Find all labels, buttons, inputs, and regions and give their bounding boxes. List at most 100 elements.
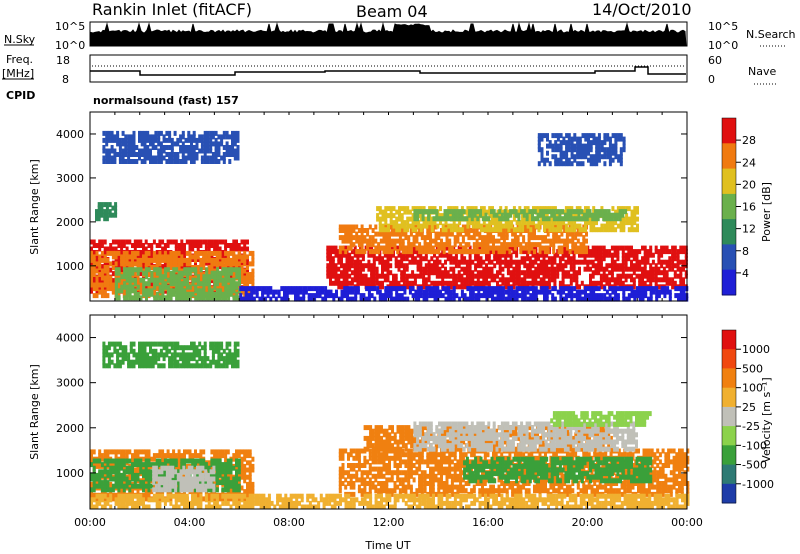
heatmap-cell <box>385 231 389 237</box>
heatmap-cell <box>470 228 474 233</box>
heatmap-cell <box>415 238 419 244</box>
heatmap-cell <box>447 286 451 292</box>
heatmap-cell <box>381 227 385 233</box>
heatmap-cell <box>386 259 390 265</box>
heatmap-cell <box>526 280 530 286</box>
heatmap-cell <box>188 243 192 248</box>
heatmap-cell <box>459 212 463 218</box>
heatmap-cell <box>183 281 187 287</box>
heatmap-cell <box>352 235 356 241</box>
heatmap-cell <box>192 130 196 136</box>
heatmap-cell <box>424 252 428 258</box>
heatmap-cell <box>207 277 211 283</box>
heatmap-cell <box>405 256 409 262</box>
heatmap-cell <box>444 289 448 295</box>
heatmap-cell <box>98 463 102 469</box>
heatmap-cell <box>161 268 165 274</box>
heatmap-cell <box>188 284 192 290</box>
heatmap-cell <box>468 252 472 258</box>
heatmap-cell <box>581 150 585 156</box>
heatmap-cell <box>573 223 577 229</box>
heatmap-cell <box>122 261 126 267</box>
heatmap-cell <box>537 252 540 258</box>
heatmap-cell <box>567 227 571 233</box>
heatmap-cell <box>118 152 122 157</box>
heatmap-cell <box>471 286 475 292</box>
heatmap-cell <box>605 263 609 269</box>
heatmap-cell <box>132 152 136 157</box>
heatmap-cell <box>175 295 179 301</box>
heatmap-cell <box>616 293 620 299</box>
heatmap-cell <box>180 257 184 263</box>
heatmap-cell <box>198 134 202 140</box>
heatmap-cell <box>166 281 170 287</box>
heatmap-cell <box>100 456 104 462</box>
heatmap-cell <box>406 220 410 226</box>
heatmap-cell <box>517 277 521 283</box>
heatmap-cell <box>195 141 199 147</box>
heatmap-cell <box>600 206 604 212</box>
heatmap-cell <box>183 267 187 273</box>
heatmap-cell <box>229 281 233 287</box>
heatmap-cell <box>630 273 633 279</box>
heatmap-cell <box>158 270 162 276</box>
heatmap-cell <box>551 227 555 233</box>
heatmap-cell <box>619 136 623 142</box>
heatmap-cell <box>176 159 180 164</box>
heatmap-cell <box>401 242 405 248</box>
heatmap-cell <box>424 263 428 269</box>
heatmap-cell <box>589 161 593 167</box>
heatmap-cell <box>382 231 386 237</box>
heatmap-cell <box>597 227 601 233</box>
heatmap-cell <box>174 261 178 267</box>
heatmap-cell <box>90 265 93 270</box>
heatmap-cell <box>651 266 655 272</box>
heatmap-cell <box>356 270 360 276</box>
heatmap-cell <box>588 209 592 215</box>
heatmap-cell <box>127 148 131 154</box>
heatmap-cell <box>92 278 96 284</box>
heatmap-cell <box>435 209 439 215</box>
heatmap-cell <box>515 263 519 269</box>
heatmap-cell <box>613 266 617 272</box>
heatmap-cell <box>398 238 402 244</box>
heatmap-cell <box>117 277 121 283</box>
heatmap-cell <box>615 212 619 218</box>
heatmap-cell <box>220 141 224 147</box>
heatmap-cell <box>448 209 452 215</box>
heatmap-cell <box>406 209 410 215</box>
heatmap-cell <box>353 259 357 265</box>
heatmap-cell <box>482 227 486 233</box>
heatmap-cell <box>100 253 104 259</box>
heatmap-cell <box>403 289 407 295</box>
heatmap-cell <box>184 145 188 150</box>
heatmap-cell <box>538 249 542 255</box>
heatmap-cell <box>506 270 510 276</box>
heatmap-cell <box>98 285 102 291</box>
heatmap-cell <box>554 154 558 160</box>
heatmap-cell <box>398 209 401 215</box>
heatmap-cell <box>131 288 135 294</box>
heatmap-cell <box>506 259 510 265</box>
heatmap-cell <box>172 291 176 297</box>
heatmap-cell <box>619 227 623 233</box>
heatmap-cell <box>354 296 358 302</box>
heatmap-cell <box>573 154 577 160</box>
heatmap-cell <box>483 235 487 241</box>
heatmap-cell <box>377 242 381 248</box>
heatmap-cell <box>419 256 423 262</box>
heatmap-cell <box>682 286 686 292</box>
heatmap-cell <box>419 206 423 212</box>
heatmap-cell <box>255 286 259 292</box>
heatmap-cell <box>495 212 499 218</box>
heatmap-cell <box>536 212 540 218</box>
heatmap-cell <box>283 289 286 295</box>
heatmap-cell <box>111 260 115 266</box>
heatmap-cell <box>578 150 582 156</box>
heatmap-cell <box>356 286 360 292</box>
heatmap-cell <box>553 252 557 258</box>
heatmap-cell <box>140 134 144 140</box>
heatmap-cell <box>393 238 397 244</box>
heatmap-cell <box>139 295 143 301</box>
heatmap-cell <box>622 136 626 142</box>
